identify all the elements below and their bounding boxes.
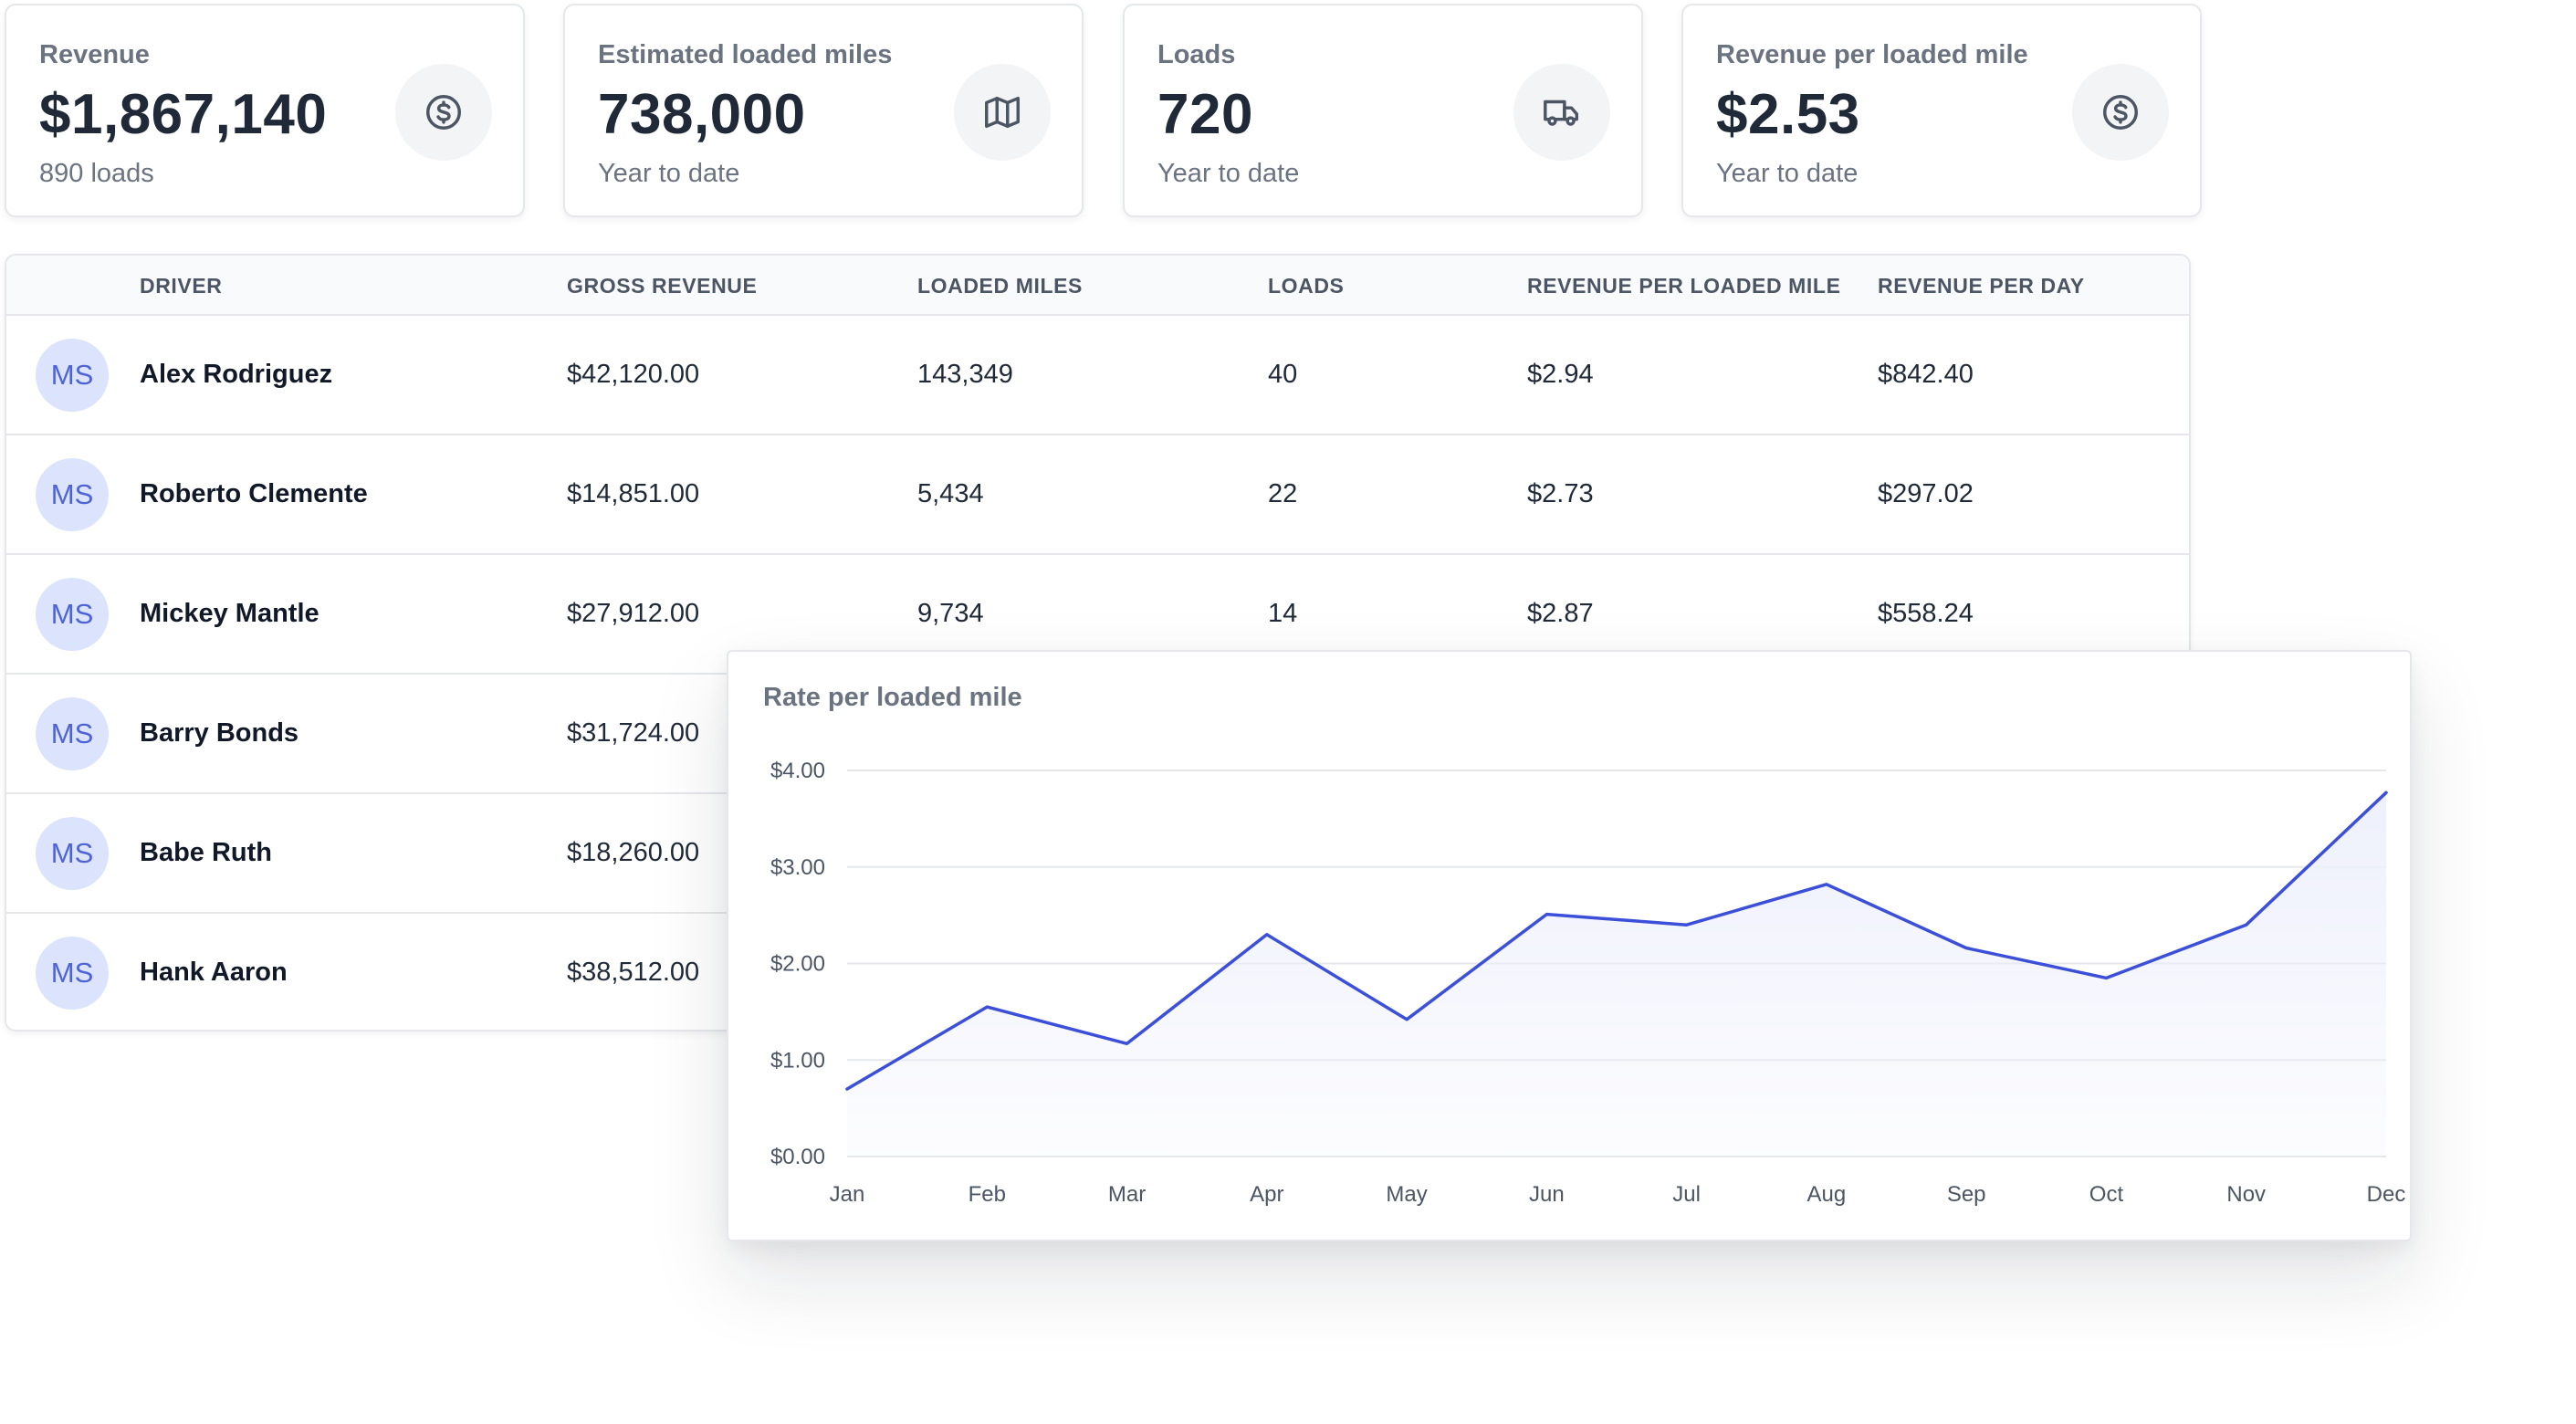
y-tick-label: $0.00 [770,1145,825,1169]
dollar-circle-icon [2072,64,2169,161]
data-point[interactable] [1401,1014,1412,1025]
x-tick-label: Apr [1250,1182,1283,1207]
x-tick-label: Aug [1807,1182,1847,1207]
rate-per-mile-chart: Rate per loaded mile $0.00 $1.00 $2.00 $3.0… [727,650,2412,1241]
data-point[interactable] [1681,919,1692,930]
gross-revenue-cell: $38,512.00 [567,958,700,987]
column-header-revenue-per-day[interactable]: REVENUE PER DAY [1878,274,2085,298]
avatar: MS [36,817,109,890]
map-icon [954,64,1051,161]
data-point[interactable] [2381,787,2392,798]
loaded-miles-cell: 5,434 [917,479,984,508]
avatar: MS [36,578,109,651]
driver-name: Babe Ruth [140,838,272,867]
gross-revenue-cell: $31,724.00 [567,718,700,748]
x-tick-label: Jan [830,1182,865,1207]
y-tick-label: $2.00 [770,952,825,977]
kpi-sub: Year to date [1716,159,1859,188]
avatar: MS [36,458,109,531]
revenue-per-day-cell: $842.40 [1878,360,1974,389]
loads-cell: 40 [1268,360,1298,389]
revenue-per-day-cell: $297.02 [1878,479,1974,508]
avatar: MS [36,339,109,412]
x-tick-label: Oct [2089,1182,2124,1207]
kpi-card-loads: Loads 720 Year to date [1123,4,1643,217]
driver-name: Barry Bonds [140,718,299,748]
kpi-sub: Year to date [598,159,740,188]
driver-name: Alex Rodriguez [140,360,333,389]
table-row[interactable]: MS Alex Rodriguez $42,120.00 143,349 40 … [6,316,2189,435]
data-point[interactable] [1961,943,1972,954]
column-header-revenue-per-loaded-mile[interactable]: REVENUE PER LOADED MILE [1527,274,1841,298]
loaded-miles-cell: 143,349 [917,360,1013,389]
data-point[interactable] [1262,929,1272,940]
kpi-value: 738,000 [598,83,806,146]
loads-cell: 14 [1268,599,1298,628]
loaded-miles-cell: 9,734 [917,599,984,628]
table-row[interactable]: MS Roberto Clemente $14,851.00 5,434 22 … [6,435,2189,555]
series-line [845,791,2388,1091]
data-point[interactable] [1541,909,1552,920]
data-point[interactable] [842,1084,853,1094]
kpi-label: Revenue [39,40,150,69]
driver-name: Mickey Mantle [140,599,319,628]
kpi-label: Loads [1157,40,1236,69]
loads-cell: 22 [1268,479,1298,508]
gross-revenue-cell: $27,912.00 [567,599,700,628]
avatar: MS [36,697,109,770]
truck-icon [1513,64,1610,161]
kpi-label: Revenue per loaded mile [1716,40,2028,69]
data-point[interactable] [2241,919,2252,930]
revenue-per-mile-cell: $2.73 [1527,479,1594,508]
kpi-label: Estimated loaded miles [598,40,893,69]
kpi-value: $2.53 [1716,83,1860,146]
y-tick-label: $1.00 [770,1048,825,1073]
column-header-loaded-miles[interactable]: LOADED MILES [917,274,1083,298]
x-tick-label: Sep [1947,1182,1986,1207]
table-header: DRIVER GROSS REVENUE LOADED MILES LOADS … [6,256,2189,316]
data-point[interactable] [981,1001,992,1012]
kpi-sub: 890 loads [39,159,154,188]
y-tick-label: $3.00 [770,855,825,880]
revenue-per-mile-cell: $2.87 [1527,599,1594,628]
chart-title: Rate per loaded mile [763,683,1022,712]
revenue-per-mile-cell: $2.94 [1527,360,1594,389]
x-tick-label: Jun [1529,1182,1565,1207]
gross-revenue-cell: $42,120.00 [567,360,700,389]
avatar: MS [36,937,109,1010]
x-tick-label: Nov [2226,1182,2266,1207]
x-tick-label: Feb [969,1182,1006,1207]
series-area [847,792,2386,1157]
x-tick-label: Dec [2367,1182,2406,1207]
kpi-card-revenue: Revenue $1,867,140 890 loads [5,4,525,217]
kpi-value: 720 [1157,83,1253,146]
kpi-value: $1,867,140 [39,83,328,146]
kpi-card-loaded-miles: Estimated loaded miles 738,000 Year to d… [563,4,1084,217]
gross-revenue-cell: $18,260.00 [567,838,700,867]
data-point[interactable] [2100,972,2111,983]
x-tick-label: May [1386,1182,1427,1207]
chart-plot: $0.00 $1.00 $2.00 $3.00 $4.00 Jan Feb Mar Apr May… [770,759,2406,1207]
y-tick-label: $4.00 [770,759,825,783]
data-point[interactable] [1821,879,1832,890]
dollar-circle-icon [395,64,492,161]
x-tick-label: Jul [1672,1182,1701,1207]
column-header-loads[interactable]: LOADS [1268,274,1345,298]
x-tick-label: Mar [1108,1182,1146,1207]
kpi-sub: Year to date [1157,159,1300,188]
kpi-card-revenue-per-mile: Revenue per loaded mile $2.53 Year to da… [1681,4,2202,217]
driver-name: Roberto Clemente [140,479,368,508]
gross-revenue-cell: $14,851.00 [567,479,700,508]
driver-name: Hank Aaron [140,958,288,987]
column-header-driver[interactable]: DRIVER [140,274,223,298]
data-point[interactable] [1122,1038,1133,1049]
revenue-per-day-cell: $558.24 [1878,599,1974,628]
column-header-gross-revenue[interactable]: GROSS REVENUE [567,274,758,298]
